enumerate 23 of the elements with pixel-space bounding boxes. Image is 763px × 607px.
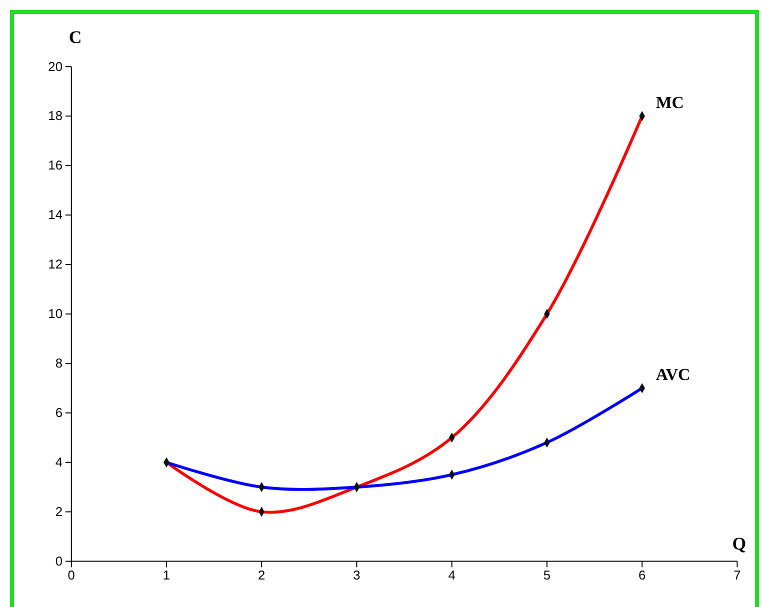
x-tick-label: 3 bbox=[353, 567, 360, 582]
x-tick-label: 0 bbox=[68, 567, 75, 582]
x-tick-label: 7 bbox=[734, 567, 741, 582]
series-label: AVC bbox=[656, 365, 690, 384]
y-tick-label: 12 bbox=[48, 256, 62, 272]
y-axis-title: C bbox=[68, 26, 82, 47]
x-tick-label: 4 bbox=[448, 567, 456, 582]
y-tick-label: 2 bbox=[55, 504, 62, 519]
x-tick-label: 2 bbox=[258, 567, 266, 582]
y-tick-label: 4 bbox=[55, 454, 62, 470]
x-tick-label: 6 bbox=[638, 567, 646, 582]
y-tick-label: 8 bbox=[55, 356, 62, 371]
y-tick-label: 0 bbox=[55, 553, 62, 568]
x-tick-label: 1 bbox=[162, 567, 170, 582]
y-tick-label: 6 bbox=[55, 405, 62, 420]
x-tick-label: 5 bbox=[543, 567, 551, 582]
y-tick-label: 10 bbox=[48, 306, 62, 322]
x-axis-title: Q bbox=[732, 533, 746, 554]
y-tick-label: 14 bbox=[48, 207, 62, 222]
y-tick-label: 20 bbox=[48, 58, 62, 74]
series-label: MC bbox=[656, 93, 684, 112]
y-tick-label: 16 bbox=[48, 158, 62, 173]
y-tick-label: 18 bbox=[48, 108, 62, 124]
